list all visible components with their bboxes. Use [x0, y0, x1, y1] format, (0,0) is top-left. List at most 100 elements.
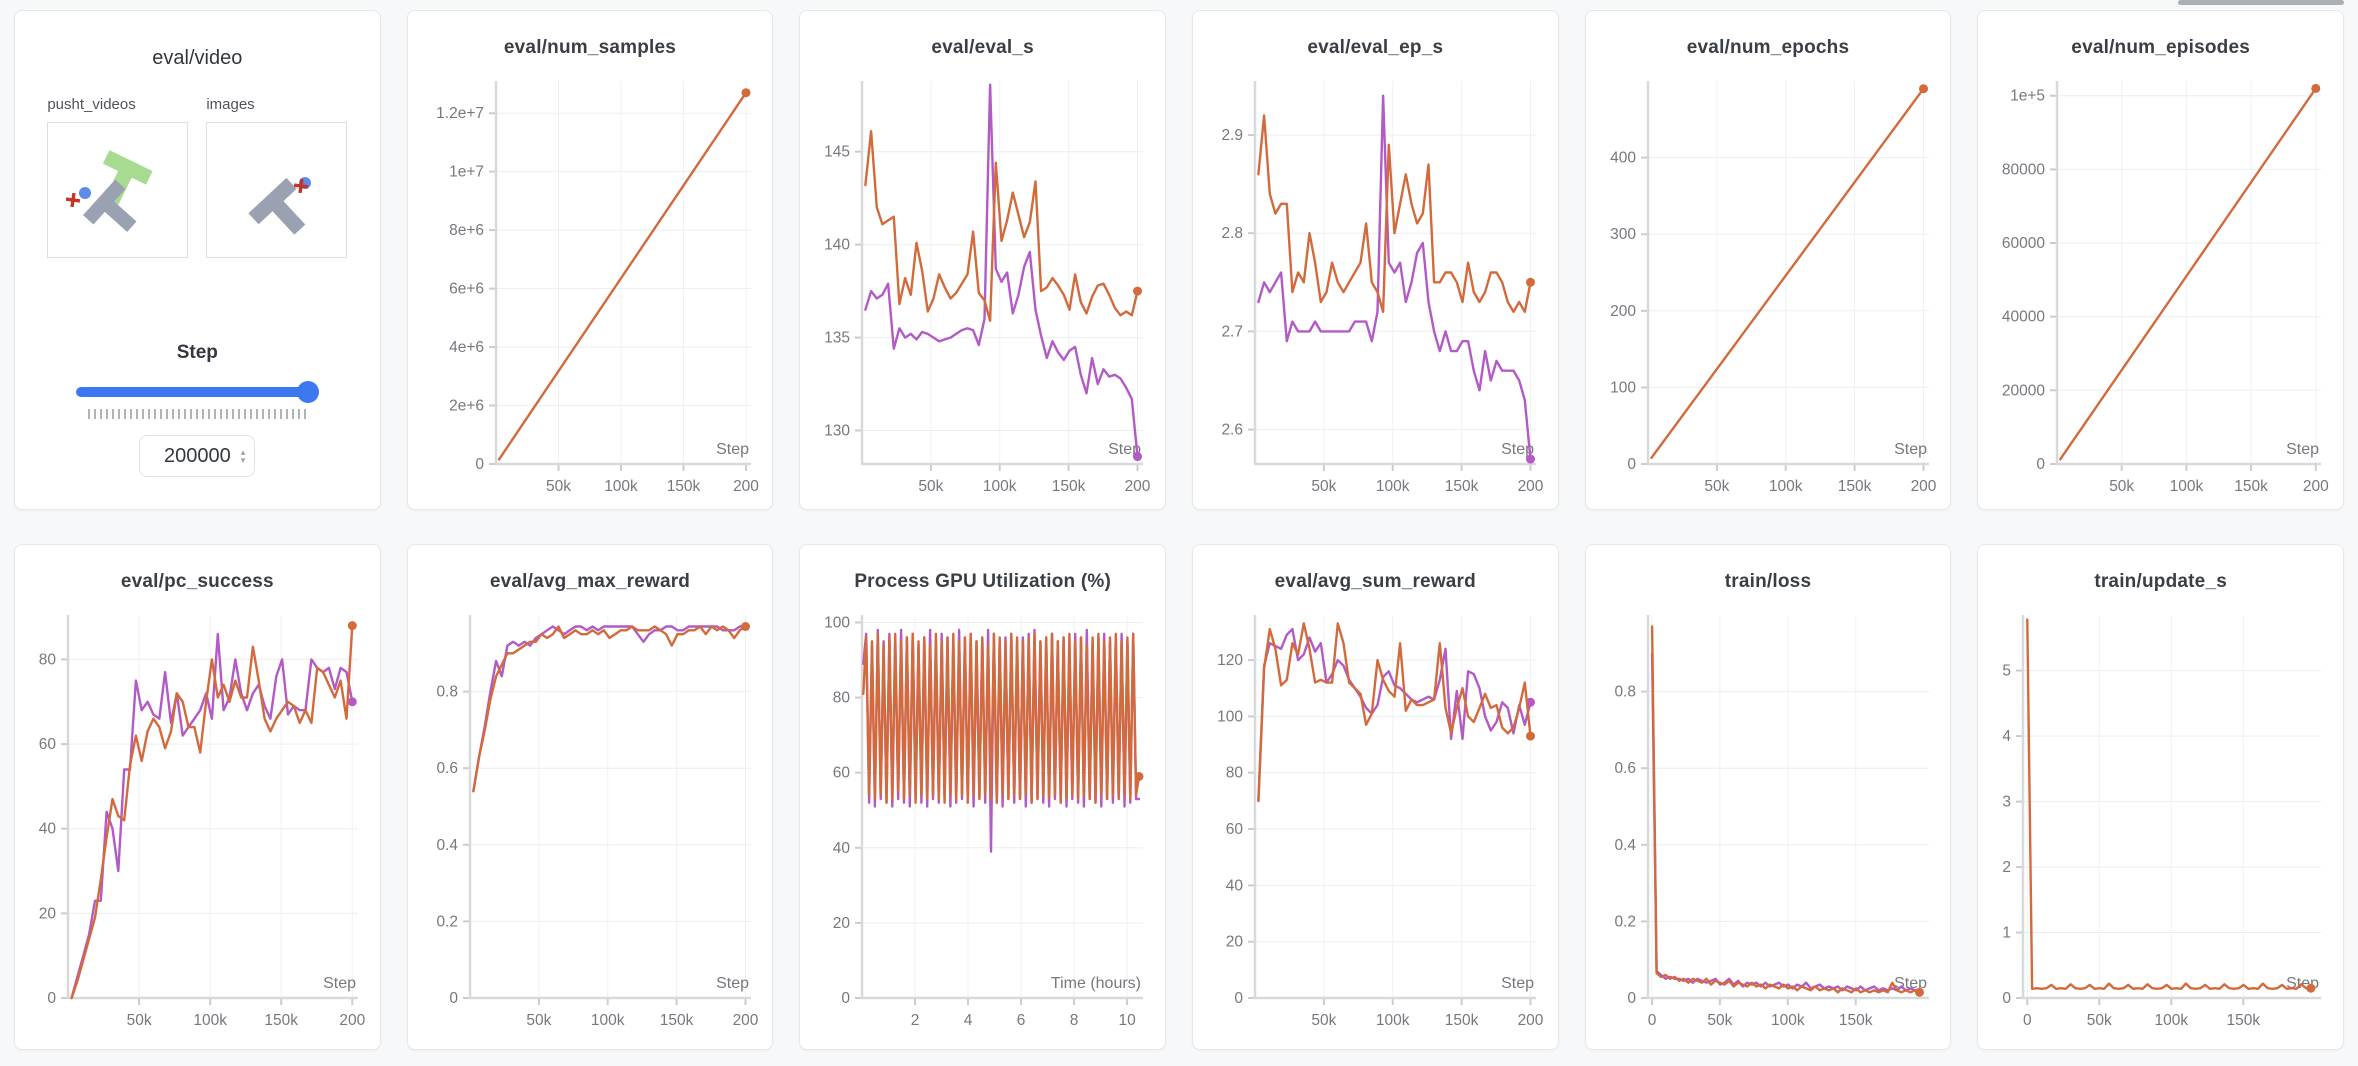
svg-text:40: 40 [1226, 877, 1244, 894]
svg-text:80: 80 [39, 651, 57, 668]
svg-text:5: 5 [2003, 663, 2012, 680]
svg-text:1: 1 [2003, 925, 2012, 942]
chart-panel-avg-max-reward: eval/avg_max_reward 50k 100k 150k 200 0 0.2 0.… [406, 544, 774, 1050]
svg-text:0: 0 [2003, 990, 2012, 1007]
svg-text:Step: Step [1501, 975, 1534, 992]
svg-text:400: 400 [1610, 150, 1636, 167]
svg-text:50k: 50k [1707, 1012, 1732, 1029]
svg-text:50k: 50k [1311, 1012, 1336, 1029]
chart-title: eval/eval_s [931, 37, 1034, 58]
step-value-input[interactable]: 200000 ▴ ▾ [139, 435, 256, 477]
svg-text:130: 130 [824, 423, 850, 440]
svg-text:150k: 150k [666, 478, 700, 495]
chart-title: eval/avg_max_reward [489, 571, 691, 592]
svg-text:0: 0 [47, 990, 56, 1007]
svg-text:1e+5: 1e+5 [2010, 88, 2045, 105]
media-panel-title: eval/video [152, 47, 243, 69]
svg-text:50k: 50k [526, 1012, 551, 1029]
svg-text:50k: 50k [1311, 478, 1336, 495]
chart-panel-gpu-utilization: Process GPU Utilization (%) 2 4 6 8 10 0 20 40 6… [799, 544, 1166, 1050]
svg-text:80000: 80000 [2002, 161, 2045, 178]
step-slider-track[interactable] [76, 387, 319, 397]
svg-text:0.2: 0.2 [1614, 913, 1636, 930]
svg-text:8: 8 [1070, 1012, 1079, 1029]
svg-text:2.7: 2.7 [1221, 323, 1243, 340]
media-panel-eval-video: eval/video pusht_videos [14, 10, 381, 510]
svg-text:Step: Step [716, 441, 749, 458]
svg-text:1.2e+7: 1.2e+7 [436, 105, 484, 122]
svg-text:80: 80 [1226, 765, 1244, 782]
svg-text:20: 20 [1226, 934, 1244, 951]
svg-text:4e+6: 4e+6 [449, 339, 484, 356]
line-chart[interactable]: 50k 100k 150k 200 0 2e+6 4e+6 6e+6 8e+6 1e+7 1.2e+… [422, 73, 759, 498]
gray-t-shape [248, 177, 306, 235]
svg-text:0.4: 0.4 [436, 837, 458, 854]
pusht-render-image [66, 150, 153, 232]
svg-text:100k: 100k [193, 1012, 227, 1029]
svg-text:20000: 20000 [2002, 382, 2045, 399]
svg-text:100k: 100k [591, 1012, 625, 1029]
svg-text:40: 40 [39, 821, 57, 838]
gray-t-shape [83, 179, 137, 232]
chart-panel-eval-s: eval/eval_s 50k 100k 150k 200 130 135 140 145 St… [799, 10, 1166, 510]
scrollbar-thumb[interactable] [2178, 0, 2344, 5]
goal-cross [66, 192, 81, 208]
chart-title: eval/num_episodes [2071, 37, 2250, 58]
line-chart[interactable]: 50k 100k 150k 200 0 20000 40000 60000 80000 1e+5 S… [1992, 73, 2329, 498]
svg-text:0.8: 0.8 [436, 684, 458, 701]
svg-text:1e+7: 1e+7 [449, 164, 484, 181]
svg-text:150k: 150k [1445, 1012, 1479, 1029]
svg-text:0.6: 0.6 [436, 760, 458, 777]
svg-text:0: 0 [1627, 990, 1636, 1007]
svg-text:3: 3 [2003, 794, 2012, 811]
svg-text:0.4: 0.4 [1614, 837, 1636, 854]
svg-text:50k: 50k [546, 478, 571, 495]
svg-text:20: 20 [39, 905, 57, 922]
svg-text:150k: 150k [1052, 478, 1086, 495]
slider-tick-ruler [88, 409, 307, 419]
line-chart[interactable]: 50k 100k 150k 200 2.6 2.7 2.8 2.9 Step [1207, 73, 1544, 498]
svg-text:100: 100 [824, 615, 850, 632]
svg-text:200: 200 [733, 478, 759, 495]
line-chart[interactable]: 50k 100k 150k 200 0 0.2 0.4 0.6 0.8 Step [422, 607, 759, 1032]
step-slider[interactable] [76, 380, 320, 404]
svg-text:Step: Step [2286, 441, 2319, 458]
svg-text:2.9: 2.9 [1221, 127, 1243, 144]
svg-text:60: 60 [39, 736, 57, 753]
svg-text:0.2: 0.2 [436, 913, 458, 930]
step-slider-label: Step [176, 342, 218, 363]
line-chart[interactable]: 50k 100k 150k 200 0 20 40 60 80 Step [29, 607, 366, 1032]
svg-text:60: 60 [1226, 821, 1244, 838]
svg-text:0: 0 [2037, 456, 2046, 473]
svg-text:100k: 100k [604, 478, 638, 495]
chart-panel-num-samples: eval/num_samples 50k 100k 150k 200 0 2e+6 4e+6… [406, 10, 774, 510]
svg-text:20: 20 [833, 915, 851, 932]
svg-text:150k: 150k [1445, 478, 1479, 495]
svg-text:100k: 100k [1376, 1012, 1410, 1029]
agent-dot [79, 187, 92, 199]
step-slider-thumb[interactable] [297, 381, 320, 403]
svg-text:200: 200 [732, 1012, 758, 1029]
pusht-video-thumbnail[interactable] [47, 122, 189, 258]
media-item-images: images [206, 96, 348, 258]
line-chart[interactable]: 50k 100k 150k 200 130 135 140 145 Step [814, 73, 1151, 498]
pusht-render-image [248, 177, 312, 235]
svg-text:150k: 150k [1837, 478, 1871, 495]
svg-text:100k: 100k [1376, 478, 1410, 495]
svg-text:50k: 50k [127, 1012, 152, 1029]
svg-text:150k: 150k [2227, 1012, 2261, 1029]
chart-title: eval/pc_success [120, 571, 274, 592]
line-chart[interactable]: 50k 100k 150k 200 0 100 200 300 400 Step [1600, 73, 1937, 498]
stepper-down-icon[interactable]: ▾ [240, 455, 246, 465]
svg-text:6: 6 [1017, 1012, 1026, 1029]
stepper-up-icon[interactable]: ▴ [240, 447, 246, 457]
stepper-icons[interactable]: ▴ ▾ [240, 447, 246, 465]
images-thumbnail[interactable] [206, 122, 348, 258]
chart-title: eval/eval_ep_s [1307, 37, 1444, 58]
svg-text:135: 135 [824, 330, 850, 347]
line-chart[interactable]: 50k 100k 150k 200 0 20 40 60 80 100 120 Step [1207, 607, 1544, 1032]
svg-text:200: 200 [1518, 478, 1544, 495]
